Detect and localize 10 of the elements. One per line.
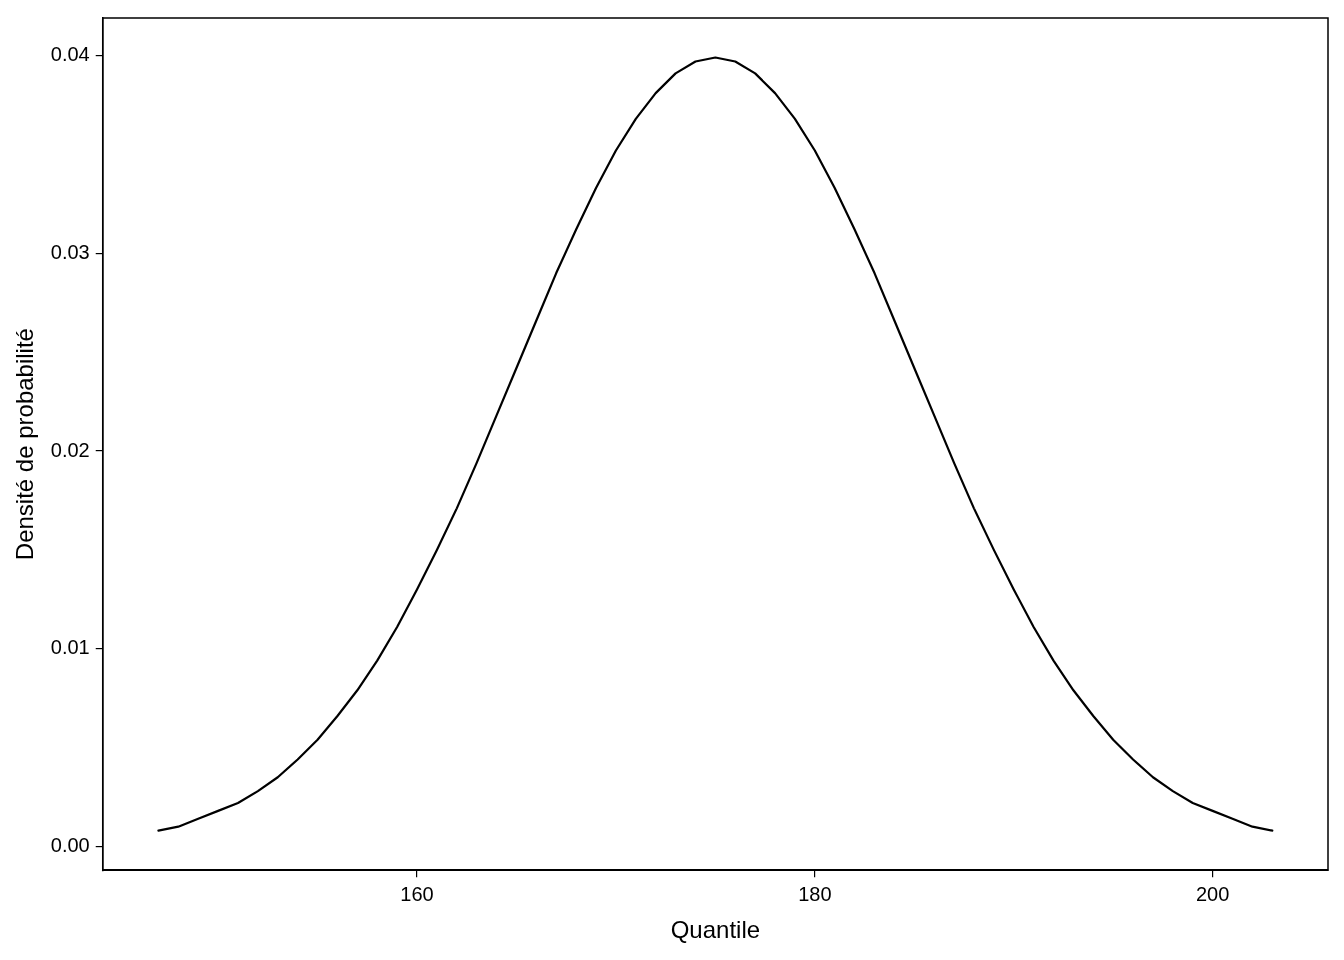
x-axis-title: Quantile (670, 916, 761, 944)
y-tick-label: 0.00 (50, 833, 90, 856)
x-tick-label: 200 (1195, 882, 1230, 905)
y-tick-label: 0.02 (50, 438, 90, 461)
y-axis-title: Densité de probabilité (11, 328, 39, 561)
y-tick-label: 0.03 (50, 240, 90, 263)
y-tick-label: 0.04 (50, 43, 90, 66)
x-tick-label: 180 (798, 882, 832, 905)
x-tick-label: 160 (400, 882, 434, 905)
y-tick-label: 0.01 (50, 636, 90, 659)
